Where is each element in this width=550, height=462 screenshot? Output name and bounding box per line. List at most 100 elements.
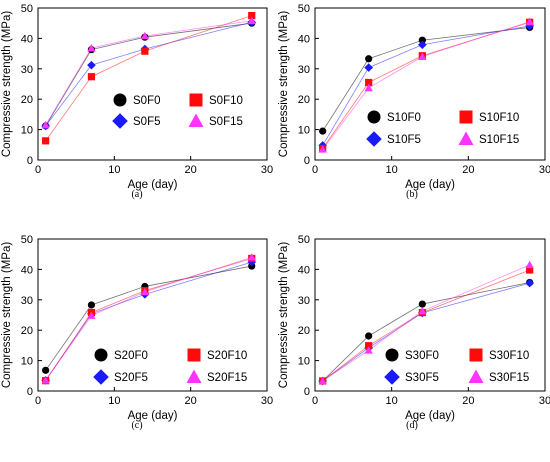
y-tick-label: 40 — [21, 264, 33, 276]
legend-marker-S10F5 — [366, 131, 382, 147]
y-tick-label: 30 — [298, 64, 310, 76]
chart-panel-a: 0 10 20 30 40 50 0 10 20 30 Age (day) Compressive s… — [1, 3, 273, 200]
plot-frame — [37, 7, 268, 161]
series-line-S0F10 — [45, 15, 252, 142]
x-tick-label: 10 — [108, 395, 120, 407]
legend: S10F0 S10F5 S10F10 S10F15 — [366, 110, 519, 147]
y-axis-title: Compressive strength (MPa) — [1, 11, 13, 158]
legend: S30F0 S30F5 S30F10 S30F15 — [384, 348, 529, 385]
legend-marker-S0F5 — [112, 113, 128, 129]
data-point-S30F15 — [364, 346, 373, 354]
y-tick-label: 30 — [21, 295, 33, 307]
data-point-S0F10 — [141, 47, 149, 55]
legend-marker-S0F15 — [188, 113, 204, 127]
x-tick-label: 0 — [35, 395, 41, 407]
legend-label-S20F0: S20F0 — [114, 350, 148, 362]
data-point-S20F15 — [140, 287, 150, 296]
y-axis-title: Compressive strength (MPa) — [278, 242, 290, 389]
chart-panel-b: 0 10 20 30 40 50 0 10 20 30 Age (day) Compressive s… — [278, 3, 550, 200]
series-line-S30F15 — [322, 264, 530, 382]
legend-label-S30F10: S30F10 — [489, 350, 529, 362]
data-point-S30F15 — [525, 260, 534, 269]
x-tick-label: 0 — [312, 164, 318, 176]
data-point-S10F0 — [319, 127, 327, 135]
data-point-S10F10 — [365, 78, 373, 87]
x-tick-label: 0 — [312, 395, 318, 407]
series-line-S10F15 — [322, 21, 530, 150]
x-tick-label: 10 — [108, 164, 120, 176]
y-tick-label: 30 — [298, 295, 310, 307]
y-tick-label: 50 — [298, 3, 310, 15]
data-point-S0F5 — [87, 60, 96, 70]
y-tick-label: 20 — [21, 94, 33, 106]
legend-marker-S0F0 — [113, 93, 127, 107]
legend-label-S10F0: S10F0 — [387, 112, 421, 124]
legend-marker-S10F0 — [367, 110, 381, 124]
x-axis-title: Age (day) — [128, 179, 178, 191]
y-tick-label: 10 — [298, 125, 310, 137]
data-point-S30F10 — [365, 342, 373, 350]
legend-label-S10F5: S10F5 — [387, 134, 421, 146]
x-axis-title: Age (day) — [405, 410, 455, 422]
series-line-S20F15 — [45, 256, 252, 381]
plot-frame — [314, 238, 546, 392]
plot-frame — [314, 7, 546, 161]
legend-marker-S20F10 — [187, 348, 201, 362]
y-tick-label: 20 — [298, 325, 310, 337]
data-point-S30F10 — [526, 266, 534, 274]
panel-caption: (c) — [131, 420, 142, 431]
x-tick-label: 30 — [539, 164, 550, 176]
y-axis-title: Compressive strength (MPa) — [278, 11, 290, 158]
x-tick-label: 10 — [386, 164, 398, 176]
data-point-S30F15 — [418, 306, 427, 315]
legend-label-S20F15: S20F15 — [207, 372, 247, 384]
y-axis-title: Compressive strength (MPa) — [1, 242, 13, 389]
data-point-S30F15 — [318, 376, 327, 385]
data-point-S0F15 — [87, 43, 96, 52]
series-line-S10F5 — [322, 25, 530, 146]
x-axis-title: Age (day) — [405, 179, 455, 191]
data-point-S10F0 — [365, 55, 373, 63]
legend-marker-S30F15 — [468, 369, 484, 383]
legend-marker-S0F10 — [189, 93, 203, 107]
x-tick-label: 10 — [386, 395, 398, 407]
y-tick-label: 10 — [21, 125, 33, 137]
legend-label-S0F10: S0F10 — [209, 95, 243, 107]
x-tick-label: 20 — [462, 164, 474, 176]
y-tick-label: 50 — [21, 3, 33, 15]
series-line-S30F5 — [322, 282, 530, 382]
series-line-S0F15 — [45, 20, 252, 126]
legend-label-S30F5: S30F5 — [405, 372, 439, 384]
x-tick-label: 20 — [462, 395, 474, 407]
legend-marker-S30F0 — [385, 348, 399, 362]
data-point-S0F15 — [41, 120, 50, 129]
series-line-S30F0 — [322, 282, 530, 382]
series-line-S10F0 — [322, 27, 530, 132]
data-point-S20F15 — [87, 311, 96, 319]
series-line-S10F10 — [322, 21, 530, 149]
legend-marker-S20F5 — [93, 369, 109, 385]
series-line-S20F0 — [45, 265, 252, 371]
y-tick-label: 20 — [298, 94, 310, 106]
chart-panel-c: 0 10 20 30 40 50 0 10 20 30 Age (day) Compressive s… — [1, 234, 273, 431]
y-tick-label: 40 — [21, 33, 33, 45]
legend-marker-S10F15 — [458, 131, 474, 145]
chart-panel-d: 0 10 20 30 40 50 0 10 20 30 Age (day) Compressive s… — [278, 234, 550, 431]
data-point-S30F5 — [525, 278, 534, 288]
legend-marker-S10F10 — [459, 110, 473, 124]
legend-label-S0F15: S0F15 — [209, 116, 243, 128]
plot-frame — [37, 238, 268, 392]
y-tick-label: 0 — [27, 386, 33, 398]
y-tick-label: 40 — [298, 33, 310, 45]
series-line-S0F5 — [45, 21, 252, 127]
legend: S20F0 S20F5 S20F10 S20F15 — [93, 348, 247, 385]
data-point-S0F15 — [140, 31, 150, 40]
series-line-S30F10 — [322, 269, 530, 382]
data-point-S10F0 — [418, 36, 426, 44]
legend-label-S30F15: S30F15 — [489, 372, 529, 384]
x-tick-label: 30 — [261, 395, 273, 407]
x-tick-label: 20 — [185, 395, 197, 407]
legend-marker-S20F15 — [186, 369, 202, 383]
data-point-S0F10 — [87, 73, 96, 81]
